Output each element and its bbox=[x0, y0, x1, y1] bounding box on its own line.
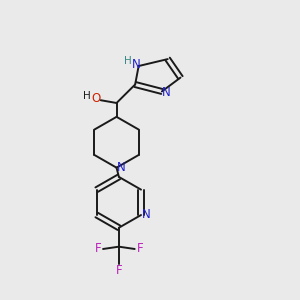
Text: H: H bbox=[124, 56, 132, 66]
Text: O: O bbox=[91, 92, 100, 105]
Text: F: F bbox=[116, 263, 122, 277]
Text: N: N bbox=[132, 58, 141, 71]
Text: H: H bbox=[83, 91, 91, 101]
Text: N: N bbox=[162, 86, 170, 99]
Text: F: F bbox=[94, 242, 101, 256]
Text: N: N bbox=[142, 208, 151, 221]
Text: N: N bbox=[117, 161, 126, 174]
Text: F: F bbox=[136, 242, 143, 256]
